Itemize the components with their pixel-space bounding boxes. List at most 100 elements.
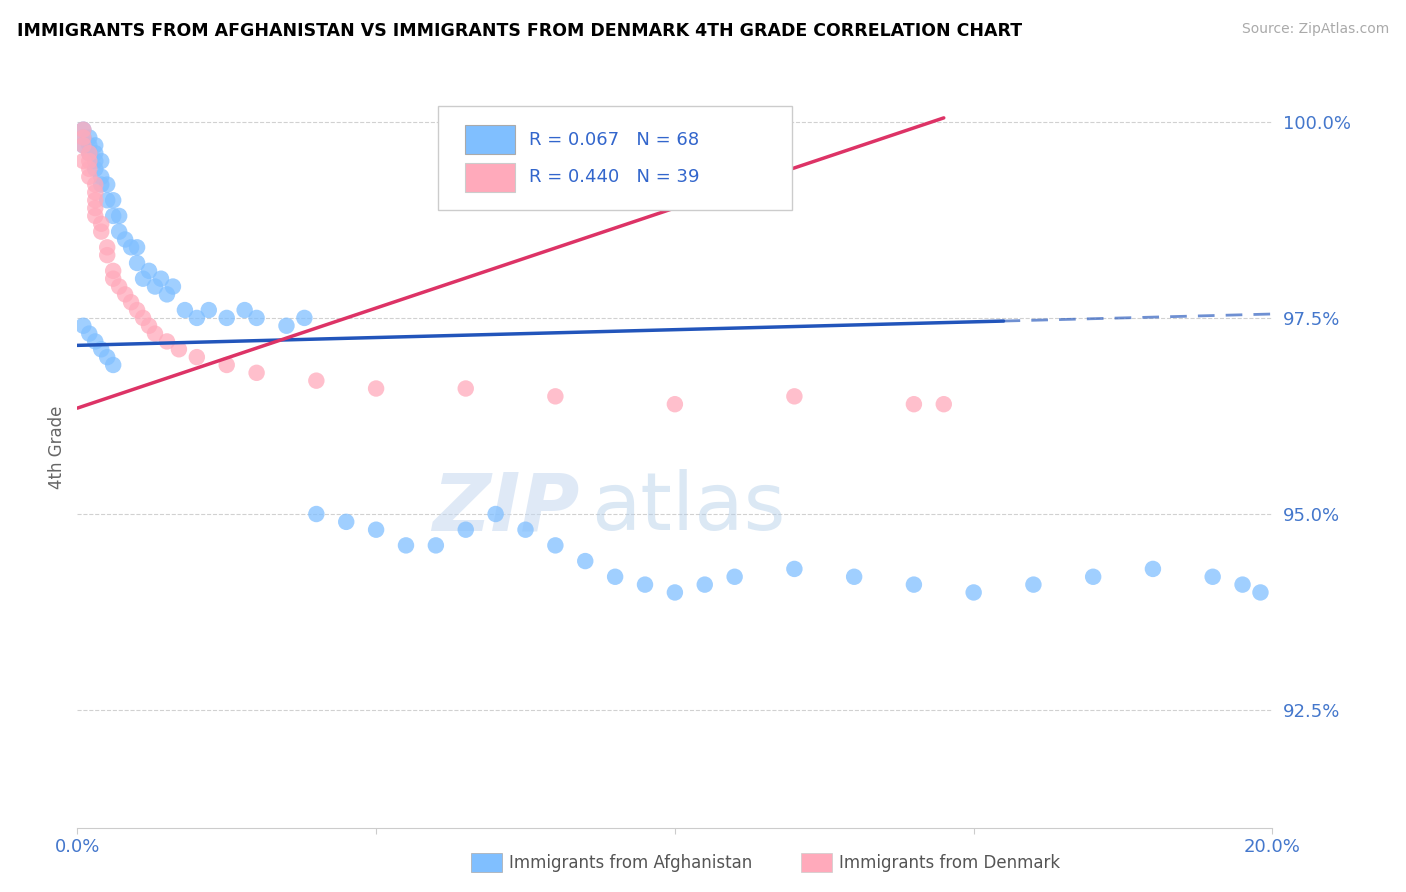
Point [84,193,107,207]
Point [72,122,94,136]
Point [103,193,124,207]
Point [1232,577,1254,591]
Point [84,209,107,223]
Point [120,240,142,254]
Point [783,562,806,576]
Point [84,201,107,215]
Point [425,538,447,552]
Text: atlas: atlas [592,469,786,547]
Point [544,538,567,552]
Point [103,209,124,223]
Point [1142,562,1164,576]
Point [366,382,388,396]
Point [96,178,118,192]
Point [903,577,925,591]
Point [454,523,477,537]
Point [305,374,328,388]
Point [127,240,149,254]
Point [96,350,118,364]
Point [84,138,107,153]
Point [664,585,686,599]
Point [605,570,627,584]
Point [515,523,537,537]
Point [120,295,142,310]
Point [96,193,118,207]
FancyBboxPatch shape [439,106,792,210]
Point [114,287,136,301]
Point [132,310,155,325]
Point [186,310,208,325]
Point [84,146,107,161]
Point [292,310,315,325]
Point [167,343,190,357]
Point [114,232,136,246]
Bar [464,126,515,154]
Point [335,515,357,529]
Point [156,334,179,349]
Bar [801,853,832,872]
Text: Immigrants from Denmark: Immigrants from Denmark [839,854,1060,871]
Point [90,217,112,231]
Y-axis label: 4th Grade: 4th Grade [48,406,66,489]
Point [84,154,107,169]
Point [963,585,986,599]
Point [103,358,124,372]
Point [664,397,686,411]
Point [127,303,149,318]
Bar [464,162,515,192]
Point [305,507,328,521]
Point [79,130,101,145]
Point [90,178,112,192]
Point [96,248,118,262]
Point [90,343,112,357]
Point [395,538,418,552]
Point [138,264,160,278]
Point [72,154,94,169]
Point [1022,577,1045,591]
Point [72,130,94,145]
Point [454,382,477,396]
Point [844,570,866,584]
Point [233,303,256,318]
Point [72,130,94,145]
Point [127,256,149,270]
Text: R = 0.440   N = 39: R = 0.440 N = 39 [529,169,700,186]
Point [246,310,269,325]
Point [79,326,101,341]
Point [783,389,806,403]
Point [246,366,269,380]
Point [103,271,124,285]
Point [724,570,747,584]
Point [174,303,197,318]
Point [90,169,112,184]
Text: Source: ZipAtlas.com: Source: ZipAtlas.com [1241,22,1389,37]
Point [72,138,94,153]
Point [132,271,155,285]
Point [634,577,657,591]
Point [150,271,173,285]
Point [574,554,596,568]
Point [79,154,101,169]
Text: Immigrants from Afghanistan: Immigrants from Afghanistan [509,854,752,871]
Point [84,161,107,176]
Point [90,154,112,169]
Point [84,186,107,200]
Point [932,397,955,411]
Point [138,318,160,333]
Point [79,138,101,153]
Text: R = 0.067   N = 68: R = 0.067 N = 68 [529,131,699,149]
Point [544,389,567,403]
Text: ZIP: ZIP [432,469,579,547]
Point [72,138,94,153]
Point [215,358,238,372]
Point [1202,570,1225,584]
Point [108,209,131,223]
Point [366,523,388,537]
Point [156,287,179,301]
Point [96,240,118,254]
Point [276,318,298,333]
Point [485,507,508,521]
Point [72,122,94,136]
Point [84,178,107,192]
Point [693,577,716,591]
